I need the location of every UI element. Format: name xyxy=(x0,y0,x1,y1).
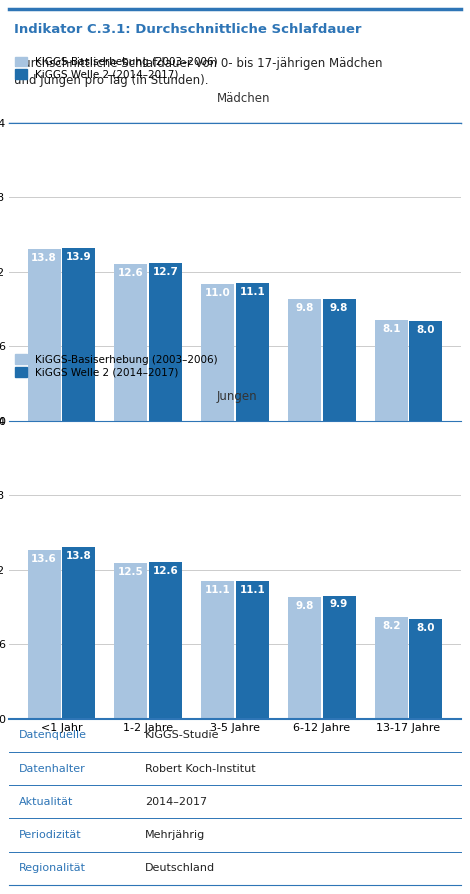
Bar xyxy=(149,263,182,421)
Text: Robert Koch-Institut: Robert Koch-Institut xyxy=(145,763,255,773)
Bar xyxy=(236,283,269,421)
Text: 8.0: 8.0 xyxy=(416,325,435,335)
Text: Mehrjährig: Mehrjährig xyxy=(145,831,205,840)
Bar xyxy=(28,249,61,421)
Text: Indikator C.3.1: Durchschnittliche Schlafdauer: Indikator C.3.1: Durchschnittliche Schla… xyxy=(14,22,361,36)
Bar xyxy=(288,597,321,719)
Bar xyxy=(201,284,234,421)
Text: KiGGS-Studie: KiGGS-Studie xyxy=(145,730,219,740)
Legend: KiGGS-Basiserhebung (2003–2006), KiGGS Welle 2 (2014–2017): KiGGS-Basiserhebung (2003–2006), KiGGS W… xyxy=(15,56,218,80)
Text: 9.8: 9.8 xyxy=(295,601,313,611)
Bar xyxy=(322,595,356,719)
Text: 9.9: 9.9 xyxy=(330,600,348,610)
Bar xyxy=(322,299,356,421)
Bar xyxy=(149,562,182,719)
Bar xyxy=(114,563,148,719)
Bar xyxy=(409,322,442,421)
Bar xyxy=(63,249,95,421)
Text: Regionalität: Regionalität xyxy=(18,864,86,873)
Text: 8.2: 8.2 xyxy=(382,620,400,630)
Bar xyxy=(114,265,148,421)
Bar xyxy=(201,581,234,719)
Text: 12.6: 12.6 xyxy=(153,566,179,576)
Bar xyxy=(375,617,407,719)
Legend: KiGGS-Basiserhebung (2003–2006), KiGGS Welle 2 (2014–2017): KiGGS-Basiserhebung (2003–2006), KiGGS W… xyxy=(15,354,218,377)
Bar xyxy=(236,581,269,719)
Text: 13.6: 13.6 xyxy=(31,553,57,563)
Text: Datenquelle: Datenquelle xyxy=(18,730,86,740)
Text: 8.0: 8.0 xyxy=(416,623,435,633)
Text: 12.5: 12.5 xyxy=(118,567,144,578)
Text: 13.8: 13.8 xyxy=(31,253,57,263)
Text: Jungen: Jungen xyxy=(217,390,258,403)
Text: Mädchen: Mädchen xyxy=(217,92,270,105)
Text: 11.1: 11.1 xyxy=(240,287,265,297)
Text: 11.1: 11.1 xyxy=(240,585,265,595)
Bar xyxy=(28,550,61,719)
Text: 9.8: 9.8 xyxy=(295,303,313,313)
Text: 11.0: 11.0 xyxy=(205,288,230,298)
Text: Aktualität: Aktualität xyxy=(18,797,73,806)
Text: Deutschland: Deutschland xyxy=(145,864,215,873)
Text: Datenhalter: Datenhalter xyxy=(18,763,85,773)
Text: 11.1: 11.1 xyxy=(205,585,230,595)
Text: 9.8: 9.8 xyxy=(330,303,348,313)
Text: 13.9: 13.9 xyxy=(66,252,92,262)
Bar xyxy=(63,547,95,719)
Bar xyxy=(375,320,407,421)
Text: Periodizität: Periodizität xyxy=(18,831,81,840)
Text: 8.1: 8.1 xyxy=(382,324,400,333)
Bar xyxy=(409,620,442,719)
Text: 12.7: 12.7 xyxy=(153,266,179,277)
Text: 2014–2017: 2014–2017 xyxy=(145,797,207,806)
Text: 13.8: 13.8 xyxy=(66,551,92,561)
Text: 12.6: 12.6 xyxy=(118,268,144,278)
Text: Durchschnittliche Schlafdauer von 0- bis 17-jährigen Mädchen
und Jungen pro Tag : Durchschnittliche Schlafdauer von 0- bis… xyxy=(14,57,383,87)
Bar xyxy=(288,299,321,421)
